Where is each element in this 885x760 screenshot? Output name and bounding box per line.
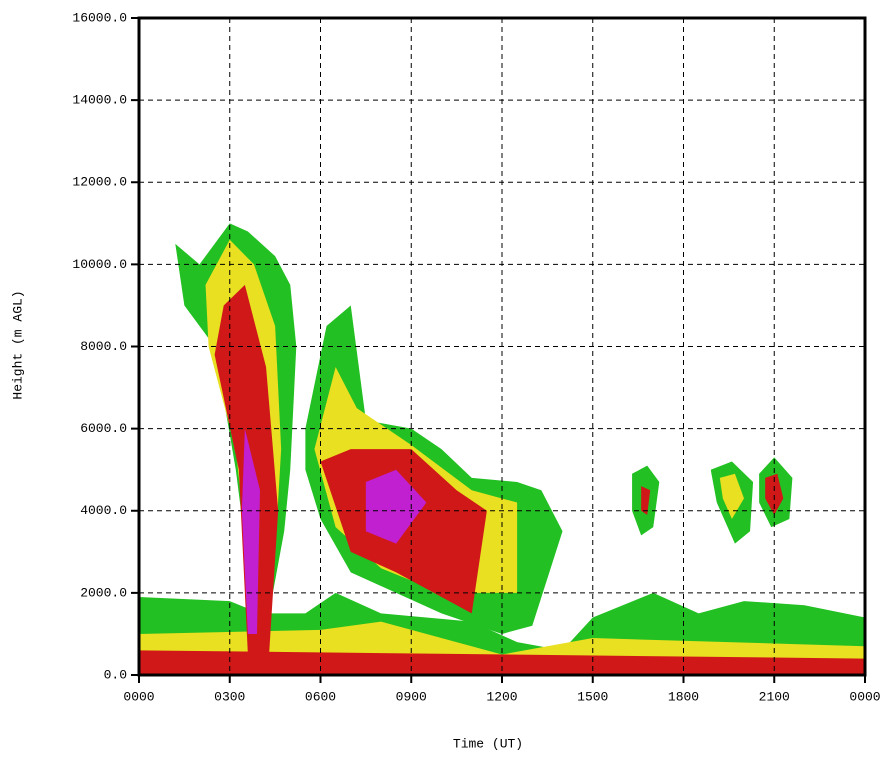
echo-region	[241, 428, 260, 634]
y-tick-label: 6000.0	[80, 421, 127, 436]
y-tick-label: 8000.0	[80, 339, 127, 354]
echo-region	[765, 473, 784, 515]
x-tick-label: 1500	[577, 689, 608, 704]
y-tick-label: 10000.0	[72, 257, 127, 272]
y-tick-label: 0.0	[104, 667, 127, 682]
x-tick-label: 0300	[214, 689, 245, 704]
y-tick-label: 2000.0	[80, 585, 127, 600]
y-tick-label: 16000.0	[72, 10, 127, 25]
y-tick-label: 14000.0	[72, 93, 127, 108]
x-axis-label: Time (UT)	[453, 736, 523, 751]
x-tick-label: 1800	[668, 689, 699, 704]
x-tick-label: 0000	[849, 689, 880, 704]
y-tick-label: 12000.0	[72, 175, 127, 190]
x-tick-label: 2100	[759, 689, 790, 704]
y-axis-label: Height (m AGL)	[10, 290, 25, 399]
x-tick-label: 1200	[486, 689, 517, 704]
y-tick-label: 4000.0	[80, 503, 127, 518]
echo-region	[641, 486, 651, 515]
x-tick-label: 0600	[305, 689, 336, 704]
x-tick-label: 0000	[123, 689, 154, 704]
x-tick-label: 0900	[396, 689, 427, 704]
plot-frame	[137, 16, 867, 677]
echo-region	[719, 473, 744, 519]
